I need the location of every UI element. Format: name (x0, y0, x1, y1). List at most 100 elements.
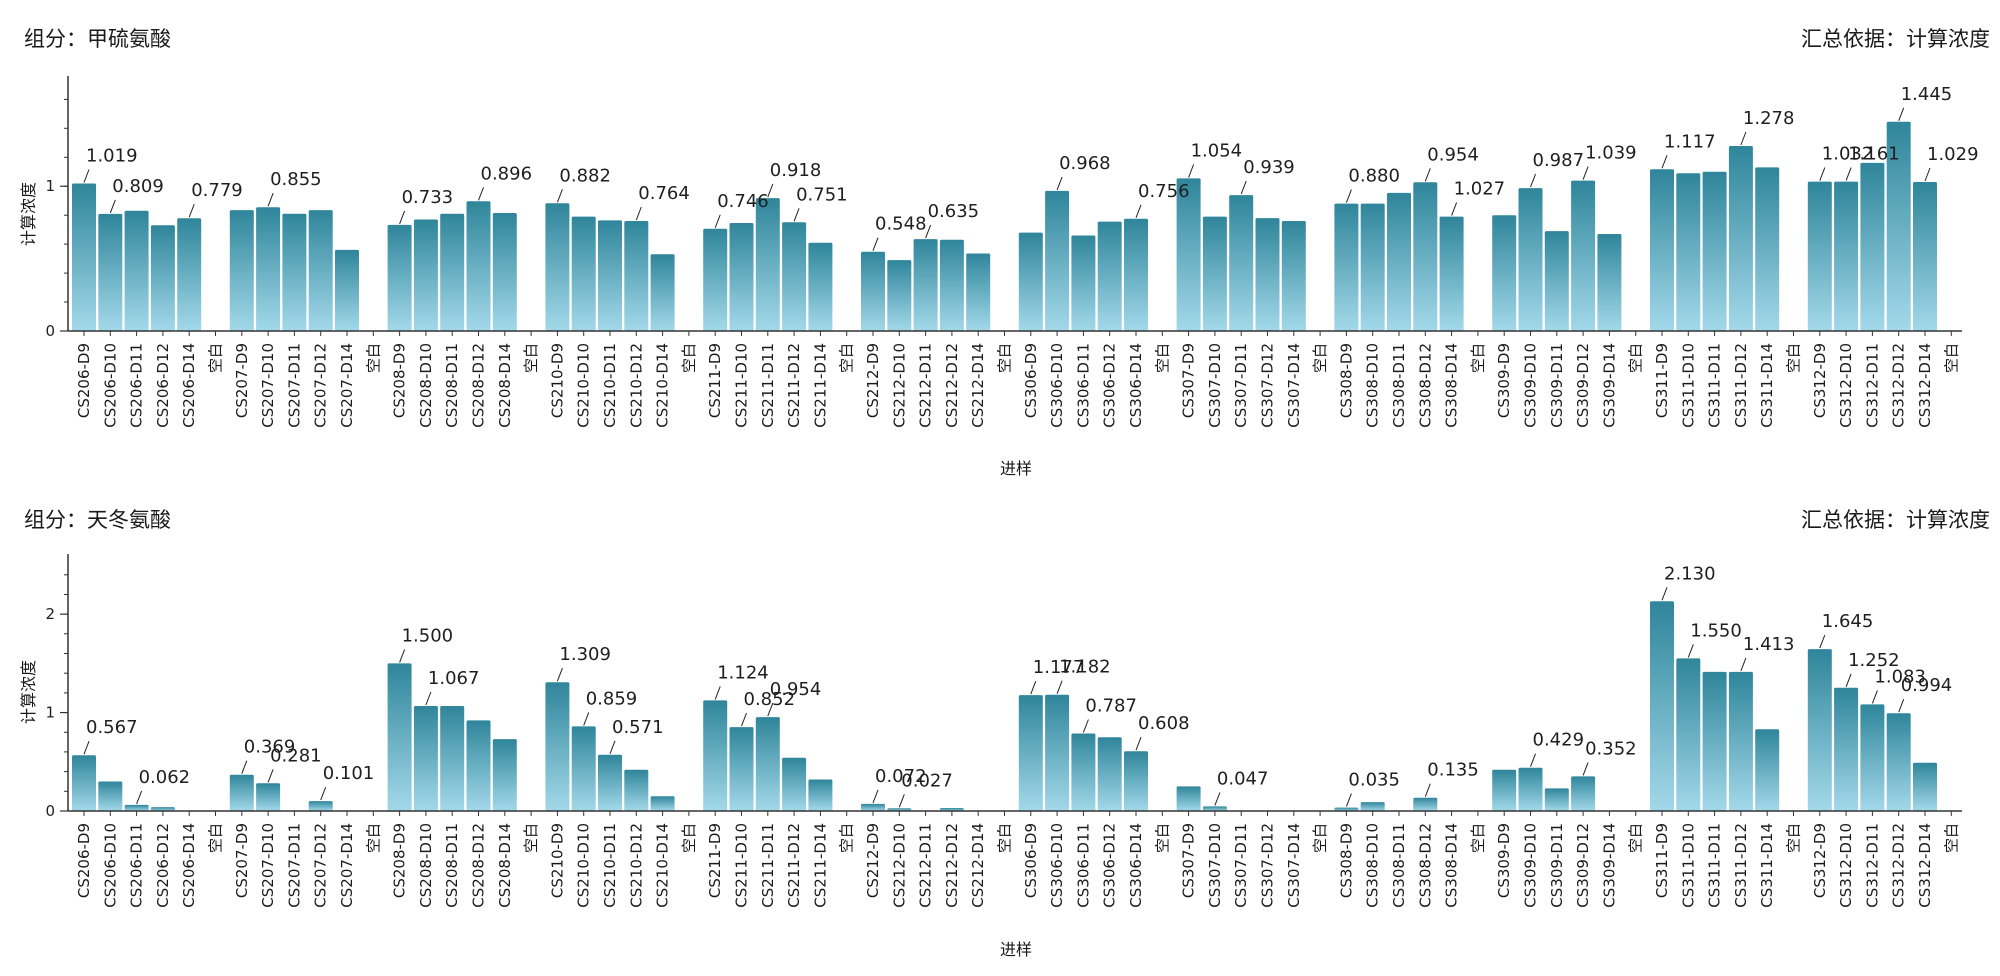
bar-CS306-D9[interactable] (1018, 695, 1043, 811)
bar-CS311-D9[interactable] (1650, 169, 1674, 331)
bar-CS309-D11[interactable] (1544, 231, 1569, 331)
bar-CS306-D11[interactable] (1071, 235, 1096, 332)
bar-CS312-D11[interactable] (1860, 704, 1885, 811)
bar-CS208-D12[interactable] (466, 720, 491, 811)
bar-CS306-D9[interactable] (1018, 232, 1043, 331)
bar-CS309-D12[interactable] (1571, 776, 1596, 811)
bar-CS210-D9[interactable] (545, 203, 570, 331)
bar-CS306-D12[interactable] (1097, 221, 1122, 331)
bar-CS208-D12[interactable] (466, 201, 491, 331)
bar-CS211-D12[interactable] (782, 757, 807, 811)
bar-CS207-D12[interactable] (308, 801, 333, 811)
bar-CS206-D10[interactable] (98, 213, 123, 331)
bar-CS211-D10[interactable] (729, 223, 754, 331)
bar-CS212-D10[interactable] (887, 260, 912, 331)
bar-CS306-D11[interactable] (1071, 733, 1096, 812)
bar-CS311-D9[interactable] (1650, 601, 1674, 811)
bar-CS212-D12[interactable] (939, 239, 964, 331)
bar-CS206-D12[interactable] (150, 225, 175, 331)
bar-CS207-D9[interactable] (229, 774, 254, 811)
bar-CS307-D12[interactable] (1255, 218, 1280, 331)
bar-CS311-D12[interactable] (1728, 671, 1753, 811)
bar-CS312-D14[interactable] (1913, 762, 1937, 811)
bar-CS207-D9[interactable] (229, 210, 254, 331)
bar-CS307-D11[interactable] (1229, 195, 1254, 331)
bar-CS211-D9[interactable] (703, 700, 728, 811)
bar-CS212-D9[interactable] (861, 803, 885, 811)
bar-CS311-D14[interactable] (1755, 167, 1780, 331)
bar-CS206-D9[interactable] (72, 183, 96, 332)
bar-CS309-D9[interactable] (1492, 215, 1517, 331)
bar-CS211-D14[interactable] (808, 779, 833, 812)
bar-CS308-D10[interactable] (1360, 203, 1385, 331)
bar-CS311-D11[interactable] (1702, 171, 1727, 331)
bar-CS211-D10[interactable] (729, 727, 754, 811)
bar-CS309-D9[interactable] (1492, 769, 1517, 811)
bar-CS211-D11[interactable] (755, 198, 780, 331)
bar-CS211-D14[interactable] (808, 242, 833, 331)
bar-CS308-D11[interactable] (1387, 192, 1411, 331)
bar-CS309-D10[interactable] (1518, 188, 1543, 331)
bar-CS211-D12[interactable] (782, 222, 807, 331)
bar-CS311-D10[interactable] (1676, 173, 1701, 331)
bar-CS308-D12[interactable] (1413, 182, 1438, 331)
bar-CS206-D10[interactable] (98, 781, 123, 812)
bar-CS210-D11[interactable] (598, 754, 622, 811)
bar-CS208-D9[interactable] (387, 224, 412, 331)
bar-CS306-D14[interactable] (1124, 751, 1148, 811)
bar-CS306-D12[interactable] (1097, 737, 1122, 811)
bar-CS206-D9[interactable] (72, 755, 96, 811)
bar-CS311-D12[interactable] (1728, 146, 1753, 331)
bar-CS210-D12[interactable] (624, 769, 649, 811)
bar-CS312-D12[interactable] (1886, 713, 1911, 811)
bar-CS208-D11[interactable] (440, 706, 465, 811)
bar-CS210-D9[interactable] (545, 682, 570, 811)
bar-CS312-D9[interactable] (1807, 181, 1832, 331)
bar-CS309-D10[interactable] (1518, 767, 1543, 811)
bar-CS307-D9[interactable] (1176, 786, 1201, 811)
bar-CS311-D14[interactable] (1755, 729, 1780, 811)
bar-CS308-D9[interactable] (1334, 807, 1359, 811)
bar-CS312-D12[interactable] (1886, 121, 1911, 331)
bar-CS210-D12[interactable] (624, 221, 649, 331)
bar-CS206-D12[interactable] (150, 807, 175, 811)
bar-CS208-D10[interactable] (413, 219, 438, 332)
bar-CS211-D9[interactable] (703, 228, 728, 331)
bar-CS306-D14[interactable] (1124, 218, 1148, 331)
bar-CS309-D11[interactable] (1544, 788, 1569, 811)
bar-CS309-D14[interactable] (1597, 234, 1622, 331)
bar-CS212-D14[interactable] (966, 253, 991, 332)
bar-CS312-D10[interactable] (1834, 181, 1859, 331)
bar-CS208-D14[interactable] (492, 739, 517, 811)
bar-CS312-D11[interactable] (1860, 162, 1885, 331)
bar-CS208-D9[interactable] (387, 663, 412, 811)
bar-CS208-D14[interactable] (492, 213, 517, 331)
bar-CS210-D14[interactable] (650, 254, 675, 331)
bar-CS206-D11[interactable] (124, 804, 149, 811)
bar-CS312-D14[interactable] (1913, 182, 1937, 331)
bar-CS212-D11[interactable] (913, 239, 938, 331)
bar-CS207-D11[interactable] (282, 213, 307, 331)
bar-CS211-D11[interactable] (755, 717, 780, 811)
bar-CS306-D10[interactable] (1045, 694, 1070, 811)
bar-CS307-D10[interactable] (1202, 216, 1227, 331)
bar-CS210-D10[interactable] (571, 216, 596, 331)
bar-CS208-D11[interactable] (440, 213, 465, 331)
bar-CS207-D14[interactable] (335, 249, 359, 331)
bar-CS210-D14[interactable] (650, 796, 675, 811)
bar-CS212-D9[interactable] (861, 251, 885, 331)
bar-CS210-D10[interactable] (571, 726, 596, 811)
bar-CS307-D14[interactable] (1281, 221, 1306, 331)
bar-CS309-D12[interactable] (1571, 180, 1596, 331)
bar-CS308-D9[interactable] (1334, 203, 1359, 331)
bar-CS312-D10[interactable] (1834, 687, 1859, 811)
bar-CS307-D10[interactable] (1202, 806, 1227, 811)
bar-CS210-D11[interactable] (598, 220, 622, 331)
bar-CS206-D11[interactable] (124, 210, 149, 331)
bar-CS207-D10[interactable] (256, 783, 281, 811)
bar-CS308-D10[interactable] (1360, 802, 1385, 811)
bar-CS206-D14[interactable] (177, 218, 202, 331)
bar-CS208-D10[interactable] (413, 706, 438, 811)
bar-CS207-D10[interactable] (256, 207, 281, 331)
bar-CS207-D12[interactable] (308, 210, 333, 331)
